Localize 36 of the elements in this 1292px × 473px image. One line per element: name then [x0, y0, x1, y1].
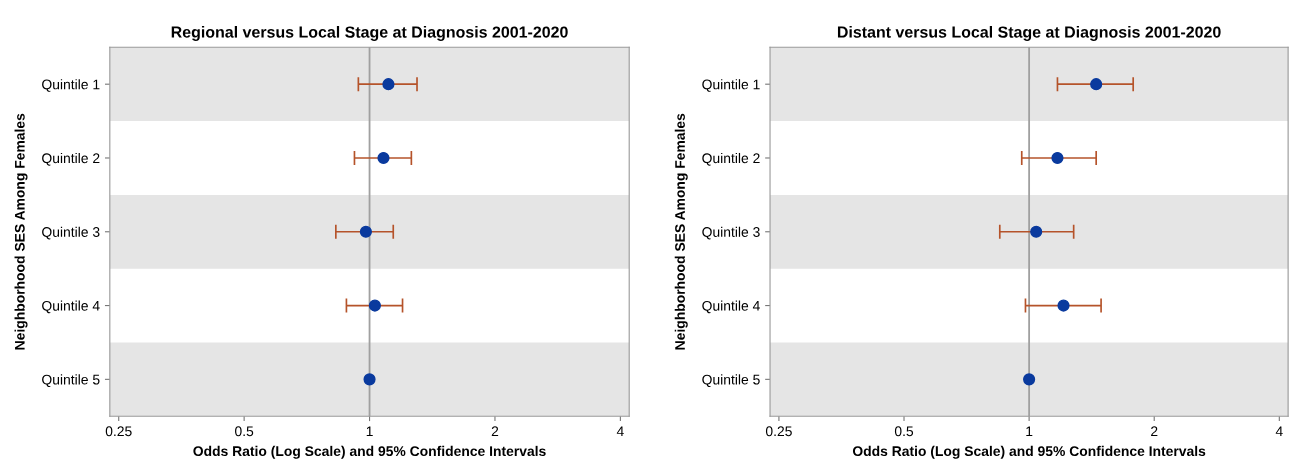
- point: [1023, 373, 1036, 386]
- point: [363, 373, 376, 386]
- point: [1090, 78, 1103, 91]
- x-tick-label: 0.5: [894, 426, 914, 437]
- y-tick-label: Quintile 1: [702, 79, 760, 92]
- x-tick-label: 0.25: [105, 426, 132, 437]
- point: [359, 225, 372, 238]
- y-tick-label: Quintile 5: [42, 374, 100, 387]
- y-tick-label: Quintile 4: [702, 300, 760, 314]
- x-axis-title: Odds Ratio (Log Scale) and 95% Confidence Intervals: [852, 445, 1206, 459]
- x-tick-label: 4: [616, 426, 624, 437]
- y-axis-title: Neighborhood SES Among Females: [674, 113, 688, 350]
- point: [368, 299, 381, 312]
- x-tick-label: 1: [366, 426, 373, 437]
- y-tick-label: Quintile 3: [42, 226, 100, 240]
- x-axis-title: Odds Ratio (Log Scale) and 95% Confidence Intervals: [193, 445, 546, 459]
- x-tick-label: 2: [491, 426, 499, 437]
- x-tick-label: 0.25: [765, 426, 792, 437]
- x-tick-label: 2: [1151, 426, 1158, 437]
- point: [1057, 299, 1070, 312]
- x-tick-label: 0.5: [235, 426, 254, 437]
- x-tick-label: 4: [1275, 426, 1283, 437]
- y-axis-title: Neighborhood SES Among Females: [14, 113, 28, 350]
- point: [1030, 225, 1043, 238]
- y-tick-label: Quintile 5: [702, 374, 760, 387]
- y-tick-label: Quintile 1: [42, 79, 100, 92]
- chart-title: Regional versus Local Stage at Diagnosis 2001-2020: [171, 26, 568, 41]
- point: [382, 78, 395, 91]
- y-tick-label: Quintile 4: [42, 300, 100, 314]
- x-tick-label: 1: [1026, 426, 1033, 437]
- chart-title: Distant versus Local Stage at Diagnosis 2001-2020: [837, 26, 1221, 41]
- point: [1051, 151, 1064, 165]
- y-tick-label: Quintile 2: [42, 152, 100, 166]
- y-tick-label: Quintile 3: [702, 226, 760, 240]
- y-tick-label: Quintile 2: [702, 152, 760, 166]
- point: [377, 151, 390, 165]
